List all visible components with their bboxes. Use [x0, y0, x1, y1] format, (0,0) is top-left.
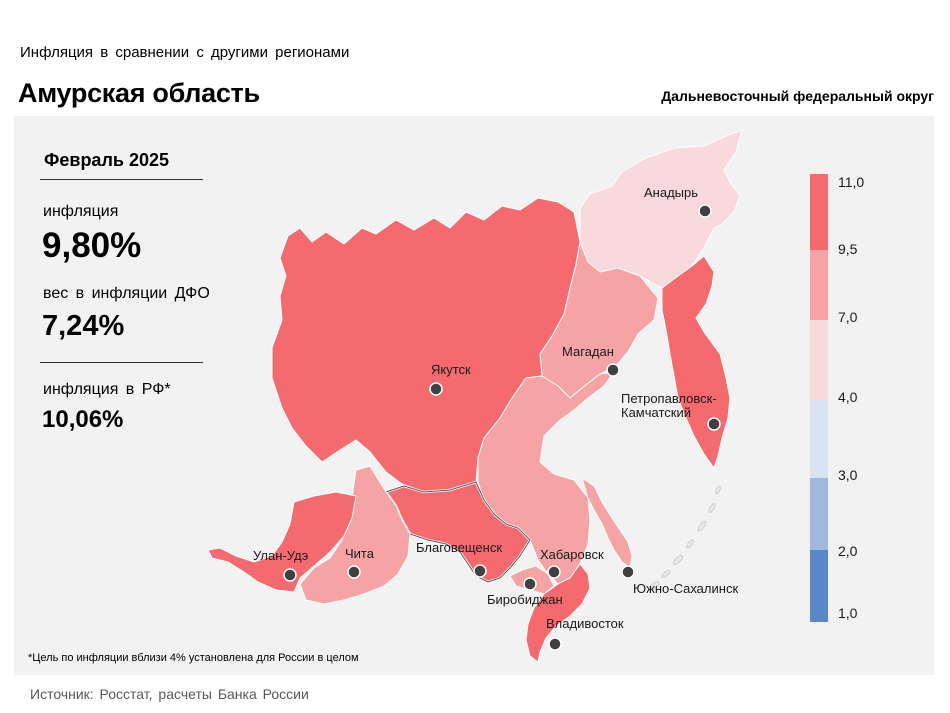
city-label: Якутск — [431, 362, 471, 377]
city-dot-khabarovsk — [547, 565, 561, 579]
legend-swatch — [810, 478, 828, 550]
city-label: Улан-Удэ — [253, 548, 309, 563]
legend-ticks: 11,0 9,5 7,0 4,0 3,0 2,0 1,0 — [838, 174, 864, 621]
city-label: Петропавловск- — [621, 391, 717, 406]
city-label: Владивосток — [546, 616, 624, 631]
legend-tick-label: 3,0 — [838, 467, 858, 483]
legend-tick-label: 11,0 — [838, 174, 864, 190]
city-label: Магадан — [562, 344, 614, 359]
city-label: Чита — [345, 546, 375, 561]
district-label: Дальневосточный федеральный округ — [661, 88, 934, 104]
inflation-label: инфляция — [43, 203, 119, 220]
footnote: *Цель по инфляции вблизи 4% установлена … — [28, 652, 359, 664]
russia-inflation-label: инфляция в РФ* — [43, 381, 171, 398]
legend-tick-label: 4,0 — [838, 389, 858, 405]
city-dot-anadyr — [698, 204, 712, 218]
legend-swatch — [810, 174, 828, 250]
legend-tick-label: 1,0 — [838, 605, 858, 621]
city-dot-magadan — [606, 363, 620, 377]
page-title: Амурская область — [18, 78, 260, 108]
city-dot-ulan-ude — [283, 568, 297, 582]
region-khabarovsk[interactable] — [477, 371, 616, 585]
city-label: Камчатский — [621, 405, 691, 420]
legend-tick-label: 2,0 — [838, 543, 858, 559]
city-label: Благовещенск — [416, 540, 502, 555]
legend-swatch — [810, 320, 828, 400]
period-label: Февраль 2025 — [44, 150, 169, 170]
city-dot-yuzhno-sakhalinsk — [621, 565, 635, 579]
region-buryatia[interactable] — [207, 491, 357, 593]
legend-swatch — [810, 400, 828, 478]
kuril-islands — [648, 485, 721, 591]
city-markers — [283, 204, 721, 651]
region-kamchatka[interactable] — [661, 255, 731, 470]
inflation-value: 9,80% — [42, 226, 142, 265]
far-east-map: Анадырь Магадан Якутск Петропавловск- Ка… — [207, 129, 864, 663]
source-note: Источник: Росстат, расчеты Банка России — [30, 686, 309, 702]
city-dot-vladivostok — [548, 637, 562, 651]
city-dot-yakutsk — [429, 382, 443, 396]
legend-swatch — [810, 250, 828, 320]
city-dot-petropavlovsk — [707, 417, 721, 431]
divider — [40, 179, 203, 180]
legend-scale — [810, 174, 828, 622]
divider — [40, 362, 203, 363]
legend-tick-label: 7,0 — [838, 309, 858, 325]
map-panel: Февраль 2025 инфляция 9,80% вес в инфляц… — [14, 116, 934, 675]
region-chukotka[interactable] — [579, 129, 743, 289]
page-subtitle: Инфляция в сравнении с другими регионами — [20, 44, 350, 61]
weight-value: 7,24% — [42, 310, 125, 342]
region-zabaykalsky[interactable] — [299, 465, 411, 605]
city-dot-birobidzhan — [523, 577, 537, 591]
city-label: Биробиджан — [487, 592, 563, 607]
weight-label: вес в инфляции ДФО — [43, 285, 210, 302]
city-label: Хабаровск — [540, 547, 604, 562]
city-dot-chita — [347, 565, 361, 579]
city-dot-blagoveshchensk — [473, 564, 487, 578]
amur-outline-shadow — [385, 481, 531, 583]
city-label: Анадырь — [644, 185, 698, 200]
city-label: Южно-Сахалинск — [633, 581, 738, 596]
legend-swatch — [810, 550, 828, 622]
russia-inflation-value: 10,06% — [42, 406, 124, 433]
legend-tick-label: 9,5 — [838, 241, 858, 257]
